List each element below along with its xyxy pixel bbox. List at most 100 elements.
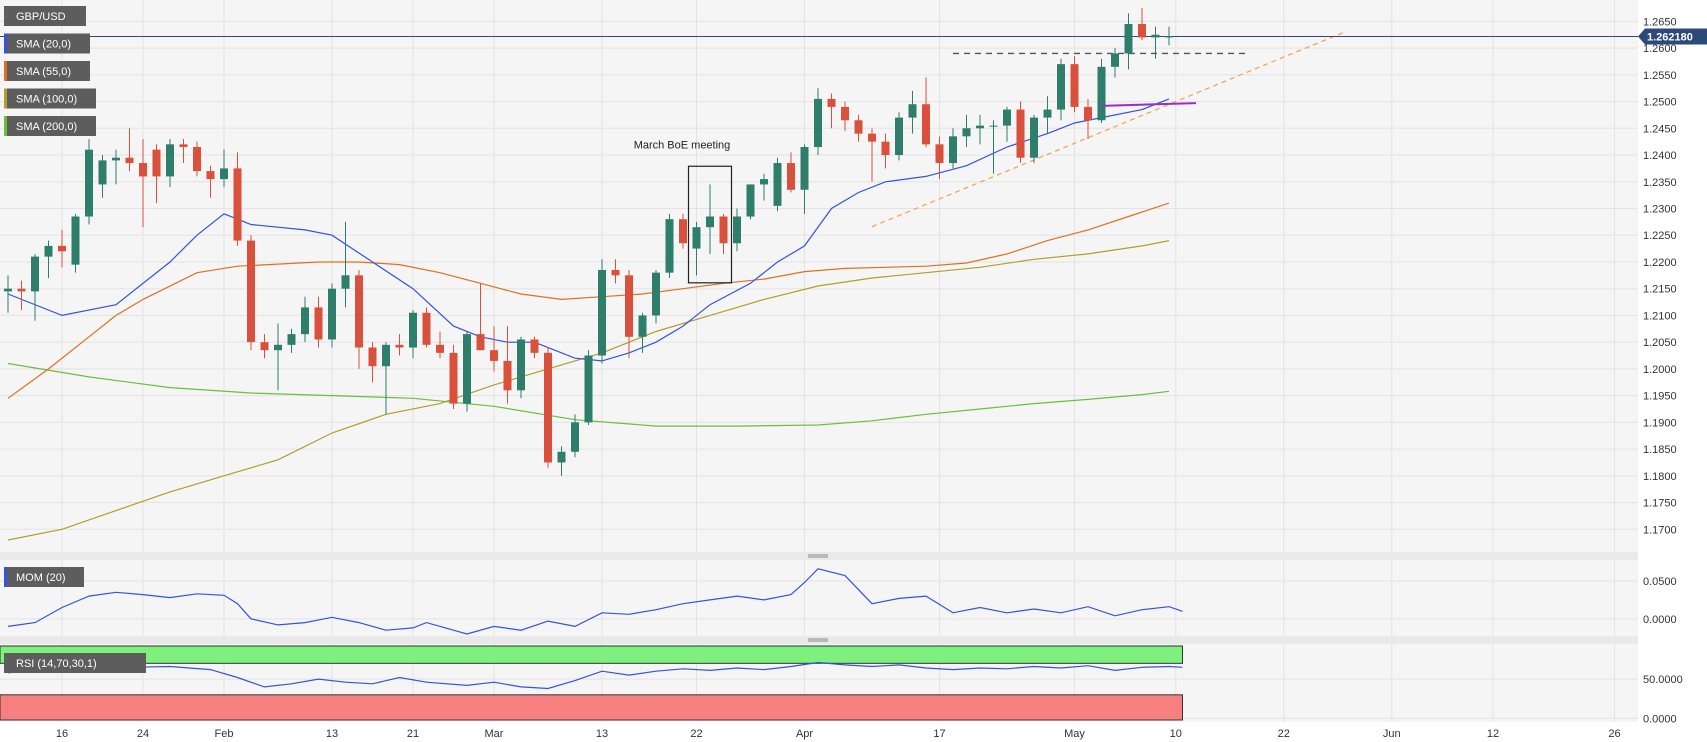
candle-body: [4, 288, 12, 292]
rsi-oversold-zone: [0, 694, 1183, 721]
candle-body: [652, 272, 660, 316]
candle-body: [719, 216, 728, 244]
candle: [625, 269, 633, 359]
candle: [962, 114, 971, 148]
candle: [58, 229, 66, 268]
candle-body: [814, 98, 822, 148]
candle-body: [220, 168, 228, 180]
candle-body: [881, 141, 890, 156]
candle-body: [247, 240, 255, 343]
candle-body: [166, 144, 174, 177]
candle: [1003, 106, 1011, 142]
candle-body: [179, 144, 188, 148]
pane-resize-handle-1[interactable]: [808, 554, 828, 558]
candle: [274, 323, 282, 391]
candle: [382, 342, 390, 415]
legend-item: SMA (100,0): [4, 88, 96, 109]
candle-body: [733, 216, 741, 244]
legend-item-color-swatch: [4, 61, 7, 81]
boe-meeting-box: [687, 165, 733, 284]
candle-body: [773, 163, 782, 206]
candle: [476, 283, 485, 351]
candle: [760, 173, 768, 201]
candle-body: [17, 288, 26, 292]
candle-body: [557, 451, 566, 463]
candle: [436, 331, 444, 359]
candle-body: [854, 120, 863, 134]
candle-body: [436, 344, 444, 353]
candle-body: [85, 149, 93, 217]
candle-body: [1016, 109, 1025, 158]
mom-pane-background: [0, 560, 1638, 636]
candle-body: [233, 168, 242, 241]
momentum-line: [7, 568, 1183, 635]
candle-body: [584, 355, 593, 423]
pane-separator-1[interactable]: [0, 552, 1638, 560]
candle-body: [260, 342, 269, 351]
candle-body: [976, 125, 984, 129]
drawn-annotations: March BoE meeting: [634, 102, 1197, 284]
x-tick-label: Feb: [215, 728, 234, 740]
candle: [247, 235, 255, 351]
candle: [206, 165, 215, 198]
sma-55-line: [7, 202, 1170, 399]
candle: [571, 414, 579, 458]
candle: [517, 336, 525, 399]
candle-body: [1138, 24, 1146, 38]
candle-body: [935, 144, 944, 164]
candle: [368, 342, 377, 383]
candle: [490, 326, 498, 372]
candle: [1084, 98, 1092, 139]
candle-body: [503, 360, 512, 391]
candle: [598, 259, 606, 364]
candle-body: [355, 275, 363, 348]
candle: [746, 184, 755, 220]
candle: [679, 213, 687, 249]
legend-item-text: SMA (200,0): [16, 121, 77, 133]
candle-body: [193, 147, 201, 172]
mom-legend-color-swatch: [4, 567, 7, 587]
candle: [1016, 101, 1025, 164]
candle: [98, 155, 107, 198]
candle: [193, 141, 201, 177]
candle-body: [409, 312, 417, 348]
candle-body: [949, 136, 957, 164]
pane-resize-handle-2[interactable]: [808, 638, 828, 642]
candle-body: [922, 104, 930, 145]
pane-separator-2[interactable]: [0, 636, 1638, 644]
candle-body: [1097, 66, 1106, 121]
mom-y-tick-label: 0.0000: [1643, 614, 1677, 626]
candle-body: [800, 147, 809, 190]
candle-body: [463, 334, 471, 404]
candle-body: [1084, 106, 1092, 121]
candle: [220, 149, 228, 188]
candle-body: [868, 133, 876, 142]
candle-body: [706, 216, 714, 228]
x-tick-label: 24: [137, 728, 149, 740]
candle-body: [530, 339, 539, 353]
candle: [908, 90, 917, 134]
legend-item-color-swatch: [4, 88, 7, 109]
legend-item-box: [4, 61, 90, 81]
y-tick-label: 1.2500: [1643, 97, 1677, 109]
legend-item-text: SMA (20,0): [16, 39, 71, 51]
candle: [4, 275, 12, 313]
candle: [1124, 13, 1133, 70]
candle: [139, 138, 147, 228]
y-tick-label: 1.2300: [1643, 203, 1677, 215]
mom-legend: MOM (20): [4, 567, 84, 587]
drawn-lines: [0, 31, 1638, 228]
candle-body: [908, 104, 917, 118]
candle: [1138, 8, 1146, 41]
candle-body: [206, 171, 215, 180]
candle-body: [71, 216, 80, 265]
candle: [787, 152, 795, 193]
candle-body: [395, 344, 404, 348]
rsi-legend: RSI (14,70,30,1): [4, 653, 146, 673]
candle: [301, 296, 309, 343]
x-tick-label: Apr: [796, 728, 813, 740]
candle-body: [1151, 34, 1160, 38]
candle: [179, 138, 188, 164]
candle-body: [152, 149, 161, 177]
candle: [409, 310, 417, 359]
